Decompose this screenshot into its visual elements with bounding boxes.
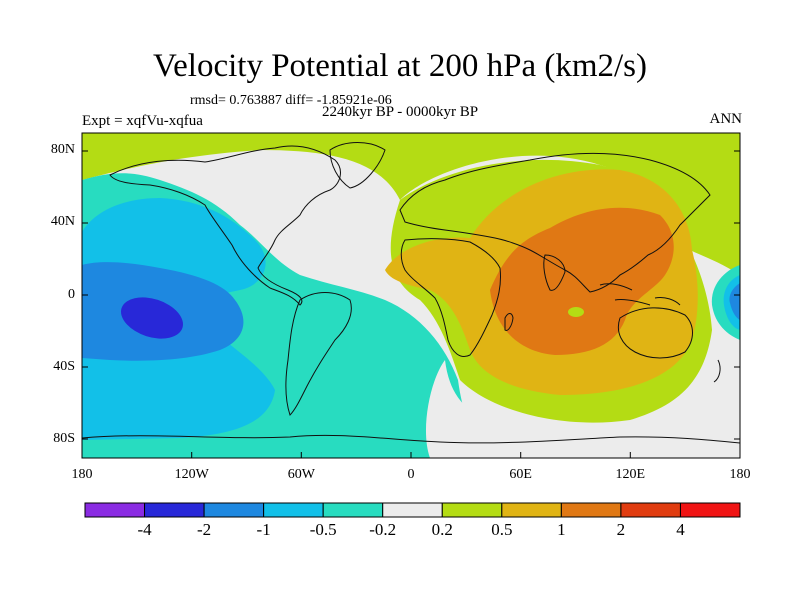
colorbar-swatch bbox=[263, 502, 324, 518]
colorbar-swatch bbox=[382, 502, 443, 518]
lat-label-0: 0 bbox=[68, 287, 75, 302]
colorbar-swatch bbox=[144, 502, 205, 518]
colorbar-label: 2 bbox=[616, 520, 626, 539]
experiment-label: Expt = xqfVu-xqfua bbox=[82, 113, 203, 129]
season-label: ANN bbox=[709, 111, 743, 127]
lon-label-120e: 120E bbox=[615, 467, 646, 482]
period-label: 2240kyr BP - 0000kyr BP bbox=[322, 104, 479, 120]
rmsd-diff-stats: rmsd= 0.763887 diff= -1.85921e-06 bbox=[190, 93, 392, 108]
contour-deep-blue bbox=[121, 297, 183, 339]
lon-label-180w: 180 bbox=[71, 467, 93, 482]
contour-neutral-south bbox=[425, 330, 740, 458]
colorbar-swatch bbox=[203, 502, 265, 518]
lat-label-40s: 40S bbox=[53, 359, 75, 374]
colorbar-label: -0.5 bbox=[309, 520, 337, 539]
colorbar-label: -2 bbox=[196, 520, 212, 539]
lon-label-60w: 60W bbox=[287, 467, 315, 482]
colorbar-swatch bbox=[501, 502, 562, 518]
lon-label-180e: 180 bbox=[729, 467, 751, 482]
lat-label-80s: 80S bbox=[53, 431, 75, 446]
lat-label-80n: 80N bbox=[50, 142, 75, 157]
contour-field bbox=[82, 133, 740, 458]
colorbar-label: 0.2 bbox=[431, 520, 453, 539]
colorbar-label: -0.2 bbox=[369, 520, 397, 539]
colorbar-label: -4 bbox=[137, 520, 152, 539]
lon-label-60e: 60E bbox=[509, 467, 532, 482]
coastlines bbox=[82, 142, 740, 444]
lon-label-120w: 120W bbox=[174, 467, 209, 482]
lon-ticks bbox=[81, 452, 741, 458]
contour-orange bbox=[490, 207, 674, 355]
colorbar-label: 0.5 bbox=[491, 520, 513, 539]
colorbar bbox=[84, 502, 741, 518]
contour-lime-north bbox=[82, 133, 740, 275]
lat-ticks bbox=[82, 150, 740, 440]
map-title: Velocity Potential at 200 hPa (km2/s) bbox=[152, 48, 648, 84]
colorbar-label: -1 bbox=[256, 520, 271, 539]
lat-label-40n: 40N bbox=[50, 214, 75, 229]
colorbar-label: 1 bbox=[557, 520, 566, 539]
colorbar-swatch bbox=[560, 502, 622, 518]
colorbar-swatch bbox=[679, 502, 741, 518]
colorbar-swatch bbox=[620, 502, 681, 518]
colorbar-swatch bbox=[322, 502, 384, 518]
colorbar-swatch bbox=[84, 502, 146, 518]
colorbar-swatch bbox=[441, 502, 503, 518]
colorbar-label: 4 bbox=[676, 520, 685, 539]
lon-label-0: 0 bbox=[407, 467, 415, 482]
